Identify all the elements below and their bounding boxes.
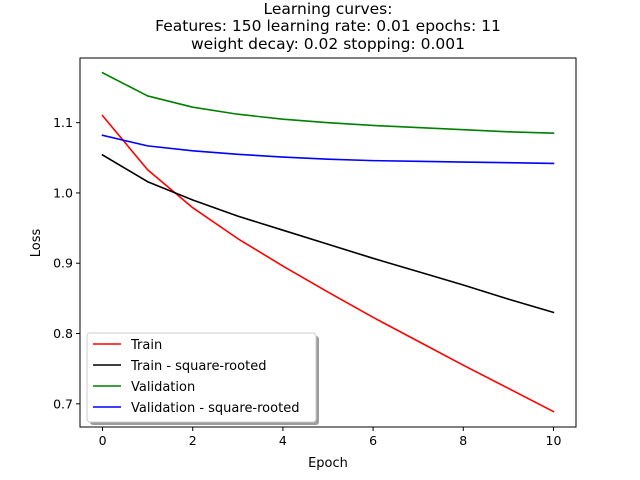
- plot-frame: [79, 57, 577, 428]
- series-line-validation: [101, 71, 555, 135]
- x-tick-label: 8: [459, 433, 467, 448]
- y-tick-label: 1.0: [53, 185, 73, 200]
- series-line-validation-square-rooted: [101, 134, 555, 165]
- series-lines: [101, 71, 555, 413]
- y-tick-label: 1.1: [53, 115, 73, 130]
- chart-title-line-3: weight decay: 0.02 stopping: 0.001: [191, 35, 465, 53]
- legend: Train Train - square-rooted Validation Vali…: [86, 332, 319, 425]
- legend-box: [86, 332, 317, 423]
- x-tick-label: 10: [546, 433, 562, 448]
- legend-label-validation: Validation: [131, 380, 195, 395]
- y-tick-label: 0.8: [53, 326, 73, 341]
- x-tick-label: 6: [369, 433, 377, 448]
- x-axis-label: Epoch: [308, 456, 348, 471]
- chart-title-line-1: Learning curves:: [264, 0, 393, 18]
- y-tick-label: 0.9: [53, 256, 73, 271]
- legend-label-validation-square-rooted: Validation - square-rooted: [131, 401, 299, 416]
- x-tick-label: 2: [189, 433, 197, 448]
- y-axis-ticks: 0.7 0.8 0.9 1.0 1.1: [53, 115, 80, 411]
- legend-label-train-square-rooted: Train - square-rooted: [130, 359, 266, 374]
- series-line-train: [101, 114, 555, 413]
- x-axis-ticks: 0 2 4 6 8 10: [99, 427, 562, 448]
- y-axis-label: Loss: [29, 229, 44, 258]
- legend-label-train: Train: [130, 338, 162, 353]
- series-line-train-square-rooted: [101, 153, 555, 314]
- x-tick-label: 4: [279, 433, 287, 448]
- chart-title-line-2: Features: 150 learning rate: 0.01 epochs…: [155, 17, 501, 35]
- chart-title: Learning curves: Features: 150 learning …: [155, 0, 501, 53]
- y-tick-label: 0.7: [53, 396, 73, 411]
- x-tick-label: 0: [99, 433, 107, 448]
